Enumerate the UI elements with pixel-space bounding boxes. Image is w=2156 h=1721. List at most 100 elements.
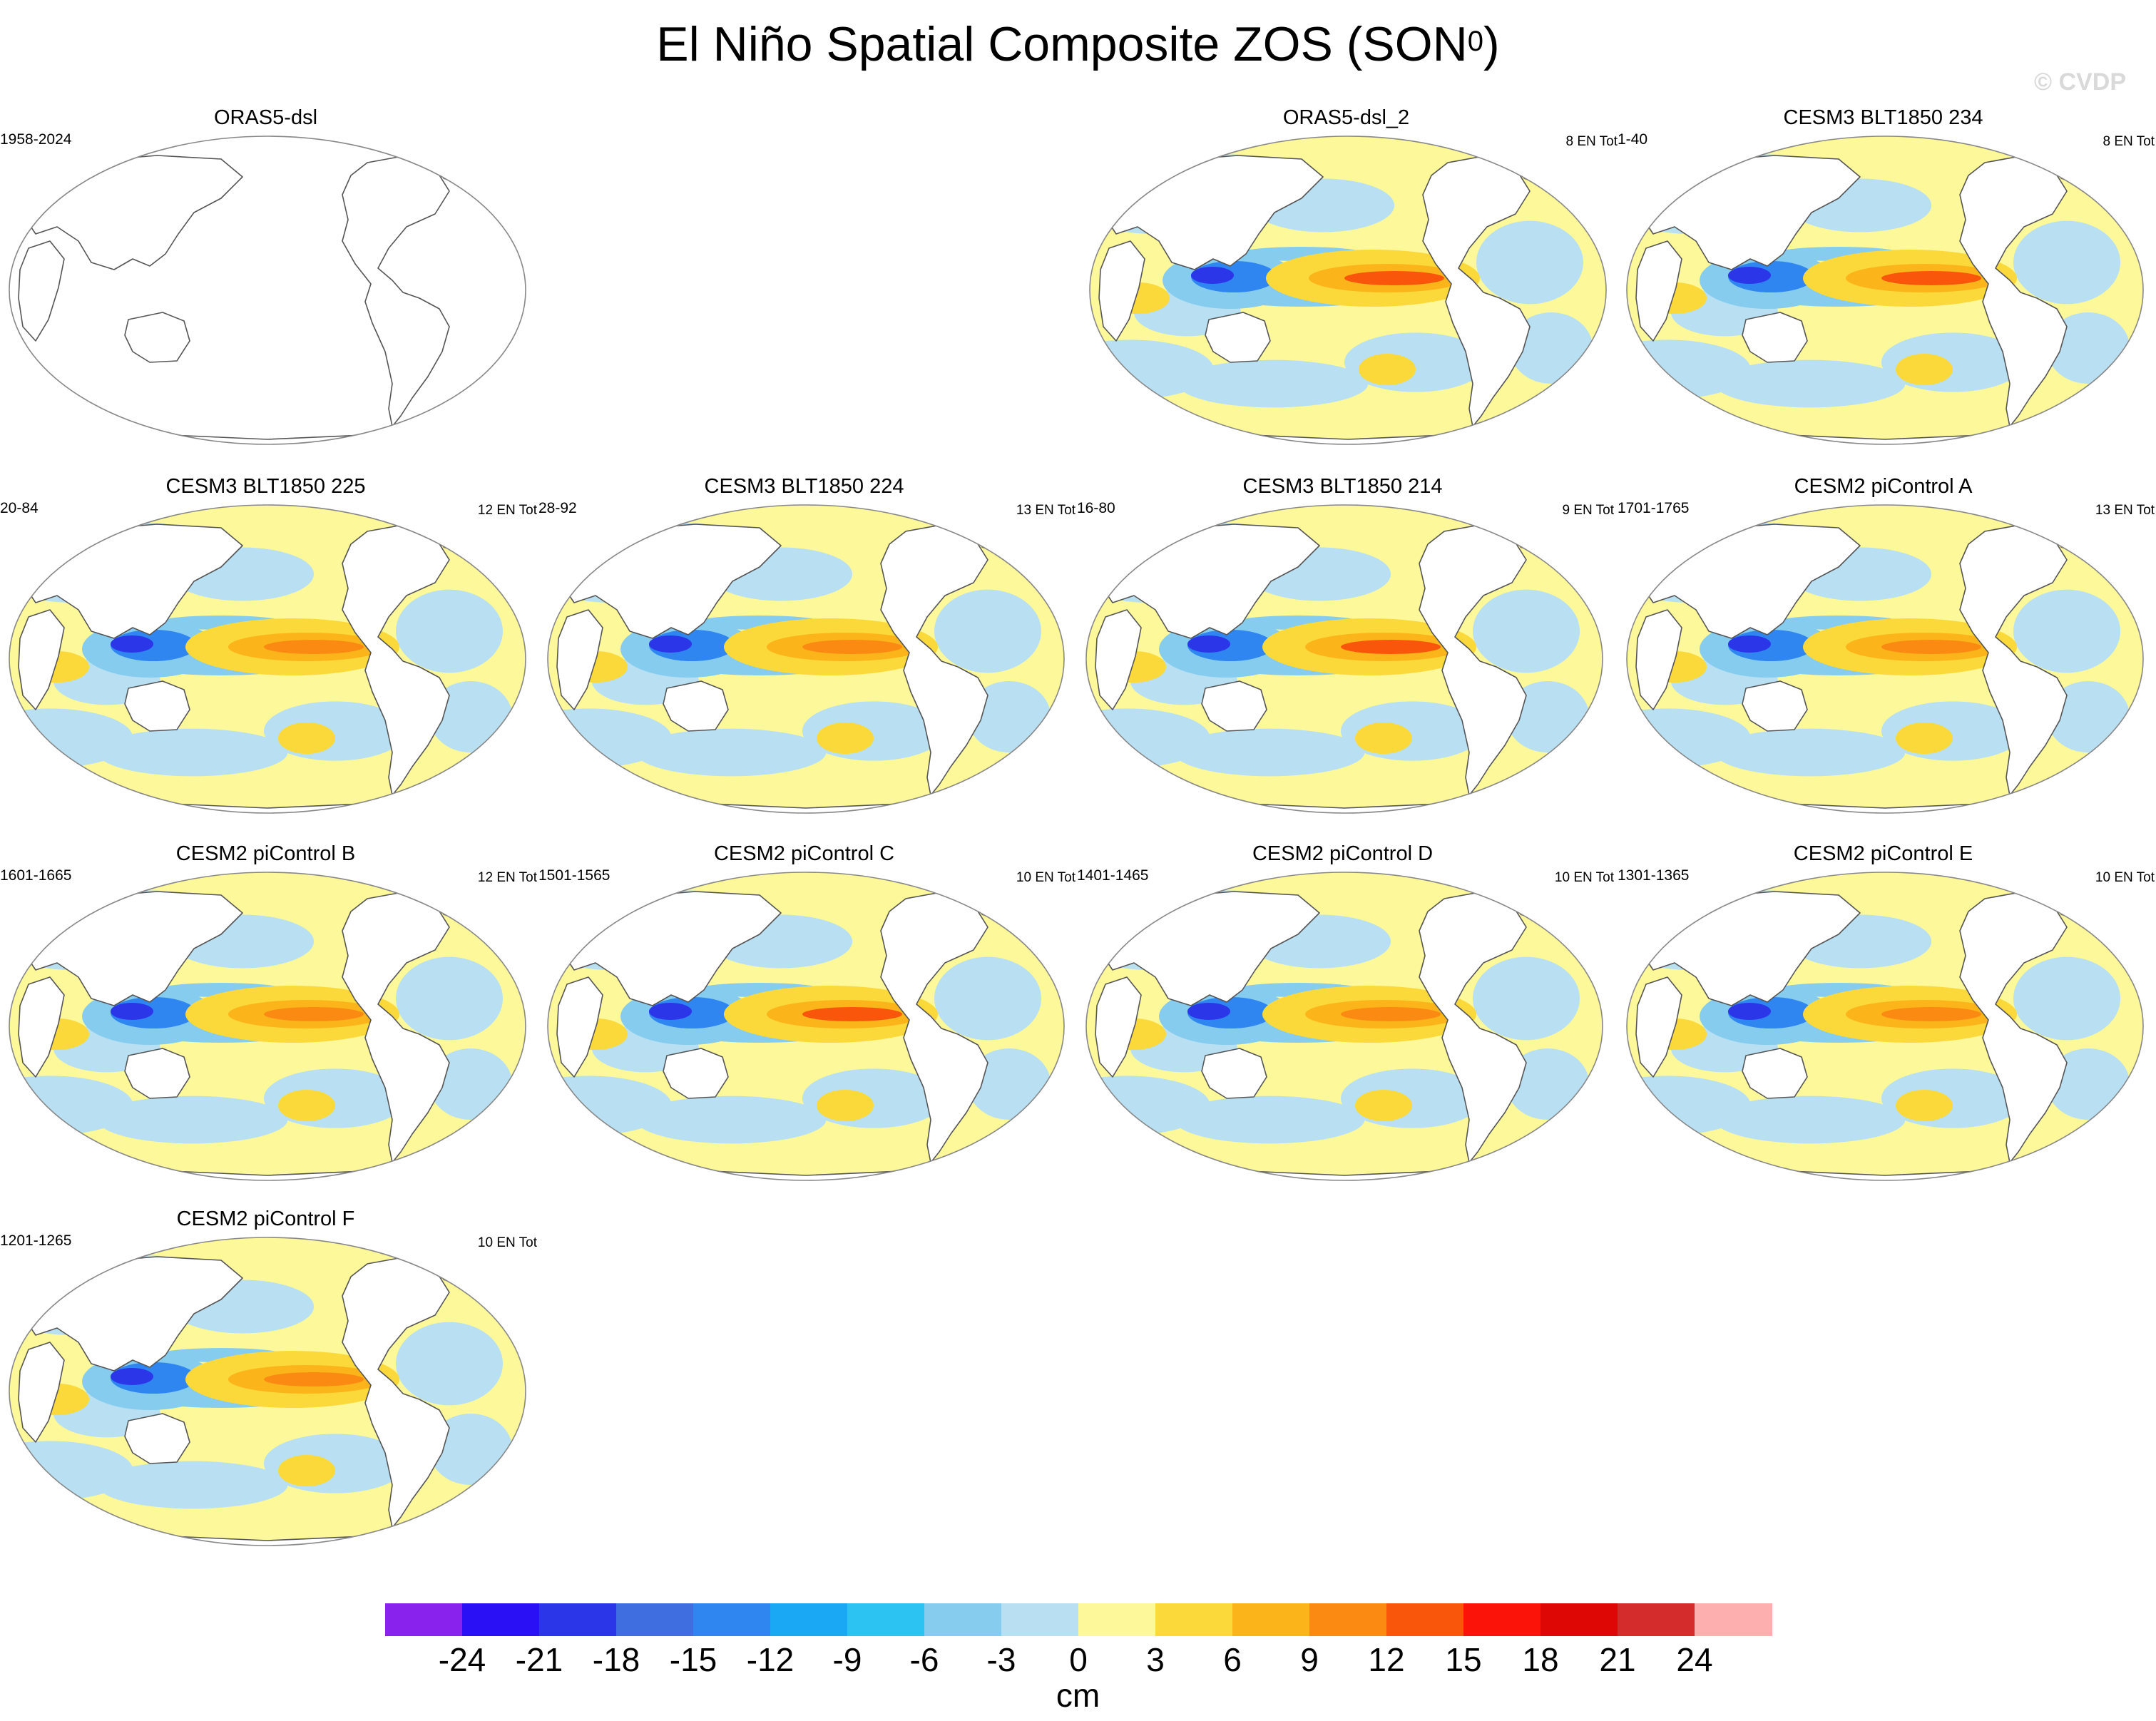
negative-anomaly-patch xyxy=(2013,589,2120,673)
negative-anomaly-patch xyxy=(1473,589,1580,673)
negative-anomaly-patch xyxy=(967,1048,1051,1120)
landmass-americas xyxy=(1959,155,2068,427)
negative-anomaly-patch xyxy=(97,1461,288,1509)
map-outline xyxy=(1626,136,2144,445)
colorbar-tick-label: -3 xyxy=(986,1641,1016,1678)
negative-anomaly-patch xyxy=(1177,359,1369,408)
south-pacific-positive xyxy=(1896,1090,1953,1121)
warm-pool-negative-max xyxy=(649,1003,692,1020)
landmass-africa xyxy=(556,609,603,710)
negative-anomaly-patch xyxy=(2013,220,2120,305)
landmass-africa xyxy=(18,240,65,342)
negative-anomaly-patch xyxy=(1715,1096,1906,1144)
map-panel-4: CESM3 BLT1850 225 20-84 12 EN Tot xyxy=(0,474,537,817)
negative-anomaly-patch xyxy=(396,589,503,673)
colorbar-swatch xyxy=(1155,1603,1233,1636)
landmass-australia xyxy=(1742,1048,1808,1099)
panel-period: 1301-1365 xyxy=(1618,867,1690,884)
map-panel-8: CESM2 piControl B 1601-1665 12 EN Tot xyxy=(0,842,537,1184)
negative-anomaly-patch xyxy=(1506,1048,1590,1120)
panel-title: CESM2 piControl A xyxy=(1794,475,1973,498)
landmass-australia xyxy=(663,1048,729,1099)
map-panel-11: CESM2 piControl E 1301-1365 10 EN Tot xyxy=(1618,842,2155,1184)
landmass-americas xyxy=(1422,155,1531,427)
landmass-americas xyxy=(1959,524,2068,796)
panel-event-count: 12 EN Tot xyxy=(477,870,537,885)
colorbar-swatch xyxy=(693,1603,771,1636)
colorbar-tick-label: -15 xyxy=(669,1641,717,1678)
negative-anomaly-patch xyxy=(1090,339,1214,399)
map-projection xyxy=(547,504,1065,814)
landmass-australia xyxy=(1742,680,1808,732)
colorbar-tick-label: -12 xyxy=(746,1641,795,1678)
landmass-americas xyxy=(342,1256,450,1528)
panel-event-count: 13 EN Tot xyxy=(2095,503,2155,518)
panel-period: 1601-1665 xyxy=(0,867,72,884)
landmass-americas xyxy=(342,891,450,1163)
negative-anomaly-patch xyxy=(1627,339,1751,399)
landmass-americas xyxy=(342,155,450,427)
map-projection xyxy=(9,872,526,1181)
negative-anomaly-patch xyxy=(396,1322,503,1406)
landmass-australia xyxy=(124,312,190,363)
panel-event-count: 8 EN Tot xyxy=(2103,134,2155,149)
south-pacific-positive xyxy=(1896,354,1953,385)
east-pacific-positive-core xyxy=(802,640,902,654)
landmass-australia xyxy=(1205,312,1271,363)
copyright-watermark: © CVDP xyxy=(2034,68,2126,96)
east-pacific-positive-core xyxy=(1344,271,1444,285)
map-projection xyxy=(9,1237,526,1546)
negative-anomaly-patch xyxy=(429,1048,513,1120)
landmass-africa xyxy=(1635,609,1682,710)
east-pacific-positive-core xyxy=(1881,640,1981,654)
map-outline xyxy=(1085,504,1603,814)
colorbar-swatch xyxy=(1541,1603,1618,1636)
landmass-americas xyxy=(880,891,988,1163)
landmass-africa xyxy=(1095,976,1142,1078)
negative-anomaly-patch xyxy=(396,956,503,1041)
colorbar-swatch xyxy=(1309,1603,1387,1636)
negative-anomaly-patch xyxy=(9,708,133,768)
east-pacific-positive-core xyxy=(1341,640,1441,654)
landmass-americas xyxy=(880,524,988,796)
colorbar-tick-label: 9 xyxy=(1300,1641,1319,1678)
negative-anomaly-patch xyxy=(1627,1076,1751,1135)
map-projection xyxy=(1089,136,1607,445)
map-projection xyxy=(1085,872,1603,1181)
panel-event-count: 10 EN Tot xyxy=(1554,870,1614,885)
east-pacific-positive-core xyxy=(1881,271,1981,285)
map-projection xyxy=(1626,872,2144,1181)
panel-title: CESM3 BLT1850 224 xyxy=(704,475,904,498)
landmass-africa xyxy=(18,609,65,710)
map-panel-7: CESM2 piControl A 1701-1765 13 EN Tot xyxy=(1618,474,2155,817)
panel-title: CESM2 piControl D xyxy=(1252,842,1434,865)
south-pacific-positive xyxy=(817,722,874,754)
landmass-australia xyxy=(124,1048,190,1099)
map-outline xyxy=(547,504,1065,814)
colorbar-swatch xyxy=(1386,1603,1464,1636)
panel-title: CESM3 BLT1850 225 xyxy=(165,475,366,498)
negative-anomaly-patch xyxy=(635,1096,827,1144)
panel-title: ORAS5-dsl xyxy=(213,106,318,129)
colorbar-swatch xyxy=(924,1603,1002,1636)
panel-event-count: 9 EN Tot xyxy=(1562,503,1614,518)
negative-anomaly-patch xyxy=(2046,312,2130,384)
colorbar-tick-label: 12 xyxy=(1368,1641,1405,1678)
east-pacific-positive-core xyxy=(1341,1007,1441,1021)
map-projection xyxy=(1085,504,1603,814)
colorbar xyxy=(385,1603,1772,1636)
map-panel-6: CESM3 BLT1850 214 16-80 9 EN Tot xyxy=(1077,474,1614,817)
colorbar-swatch xyxy=(847,1603,925,1636)
south-pacific-positive xyxy=(278,1455,335,1486)
negative-anomaly-patch xyxy=(635,728,827,777)
landmass-australia xyxy=(1201,1048,1267,1099)
figure-title: El Niño Spatial Composite ZOS (SON0) xyxy=(656,17,1500,71)
south-pacific-positive xyxy=(1355,1090,1412,1121)
colorbar-tick-label: 3 xyxy=(1146,1641,1165,1678)
negative-anomaly-patch xyxy=(9,1441,133,1501)
panel-period: 1401-1465 xyxy=(1077,867,1149,884)
panel-event-count: 10 EN Tot xyxy=(2095,870,2155,885)
warm-pool-negative-max xyxy=(1187,635,1230,653)
negative-anomaly-patch xyxy=(1715,359,1906,408)
south-pacific-positive xyxy=(1355,722,1412,754)
